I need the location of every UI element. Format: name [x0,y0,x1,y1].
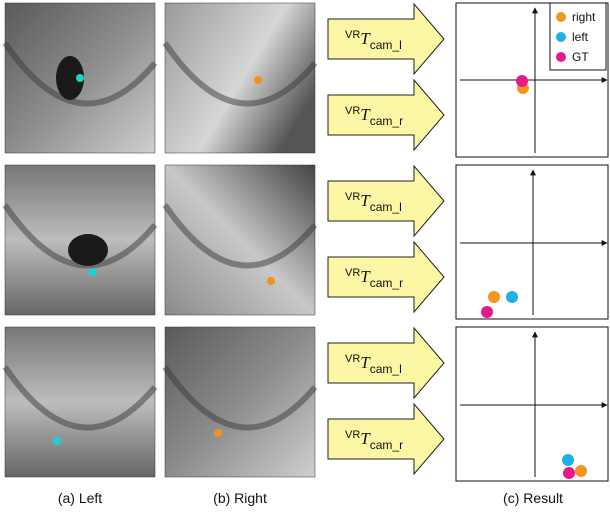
result-dot [563,467,575,479]
label-superscript: VR [345,29,360,41]
legend-label: GT [572,50,589,64]
result-dot [488,291,500,303]
label-symbol: T [360,191,371,210]
eyelid [2,203,158,269]
arrow [327,164,445,238]
label-subscript: cam_r [370,114,403,128]
eyelid [162,365,318,431]
legend-label: right [572,10,596,24]
gaze-dot [89,268,97,276]
label-subscript: cam_l [370,38,402,52]
pupil [68,234,108,266]
gaze-dot [53,437,61,445]
label-superscript: VR [345,353,360,365]
label-subscript: cam_r [370,276,403,290]
label-symbol: T [360,353,371,372]
label-symbol: T [360,267,371,286]
gaze-dot [76,74,84,82]
gaze-dot [254,76,262,84]
label-subscript: cam_l [370,200,402,214]
legend-label: left [572,30,589,44]
label-superscript: VR [345,429,360,441]
result-dot [516,75,528,87]
arrow [327,78,445,152]
result-dot [481,306,493,318]
result-dot [562,454,574,466]
caption: (b) Right [213,490,267,506]
arrow [327,2,445,76]
arrow-label: VRTcam_l [345,353,402,376]
gaze-dot [214,429,222,437]
legend-dot [556,12,566,22]
eyelid [162,41,318,107]
label-symbol: T [360,429,371,448]
label-superscript: VR [345,267,360,279]
label-symbol: T [360,105,371,124]
arrow [327,326,445,400]
plot-frame [455,164,609,320]
arrow-label: VRTcam_l [345,29,402,52]
result-dot [506,291,518,303]
pupil [56,56,84,100]
legend-dot [556,52,566,62]
result-dot [575,465,587,477]
label-subscript: cam_r [370,438,403,452]
label-superscript: VR [345,105,360,117]
caption: (c) Result [503,490,563,506]
label-superscript: VR [345,191,360,203]
label-symbol: T [360,29,371,48]
eyelid [2,41,158,107]
label-subscript: cam_l [370,362,402,376]
eyelid [2,365,158,431]
arrow-label: VRTcam_r [345,105,403,128]
caption: (a) Left [58,490,102,506]
arrow [327,240,445,314]
eye-image [4,326,156,478]
arrow-label: VRTcam_l [345,191,402,214]
legend-dot [556,32,566,42]
eye-image [164,2,316,154]
eye-image [164,164,316,316]
eye-image [164,326,316,478]
eyelid [162,203,318,269]
arrow-label: VRTcam_r [345,429,403,452]
arrow-label: VRTcam_r [345,267,403,290]
plot-frame [455,326,609,482]
gaze-dot [267,277,275,285]
arrow [327,402,445,476]
